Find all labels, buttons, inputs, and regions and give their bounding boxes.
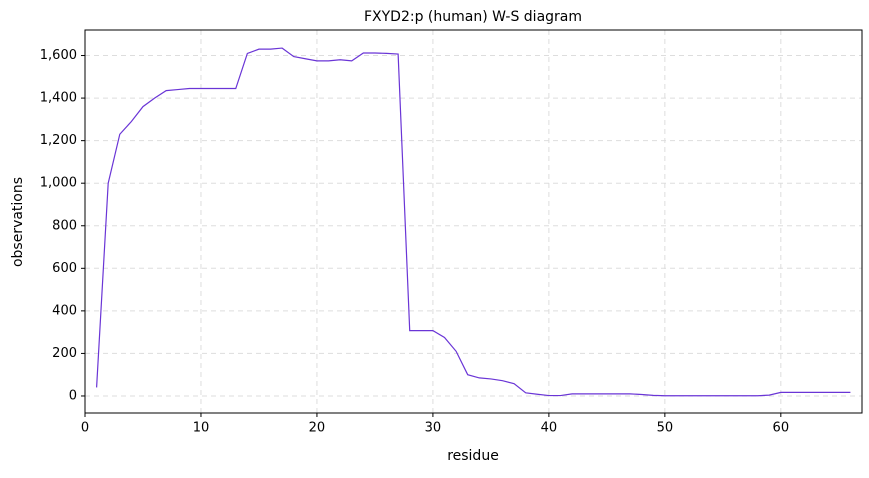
x-axis-label: residue: [447, 448, 499, 464]
x-tick-label: 10: [193, 421, 210, 436]
y-tick-label: 800: [52, 218, 77, 233]
y-tick-label: 1,000: [40, 176, 77, 191]
chart-title: FXYD2:p (human) W-S diagram: [364, 9, 582, 25]
x-tick-label: 30: [425, 421, 442, 436]
x-tick-label: 60: [773, 421, 790, 436]
y-tick-label: 1,600: [40, 48, 77, 63]
y-tick-label: 600: [52, 261, 77, 276]
data-line: [95, 47, 851, 397]
y-tick-label: 200: [52, 346, 77, 361]
plot-frame: [84, 29, 863, 414]
x-tick-label: 40: [541, 421, 558, 436]
y-axis-label: observations: [10, 177, 26, 267]
y-tick-label: 400: [52, 303, 77, 318]
x-tick-label: 50: [657, 421, 674, 436]
x-tick-label: 20: [309, 421, 326, 436]
y-tick-label: 1,400: [40, 91, 77, 106]
y-tick-label: 0: [69, 388, 77, 403]
y-tick-label: 1,200: [40, 133, 77, 148]
x-tick-label: 0: [81, 421, 89, 436]
